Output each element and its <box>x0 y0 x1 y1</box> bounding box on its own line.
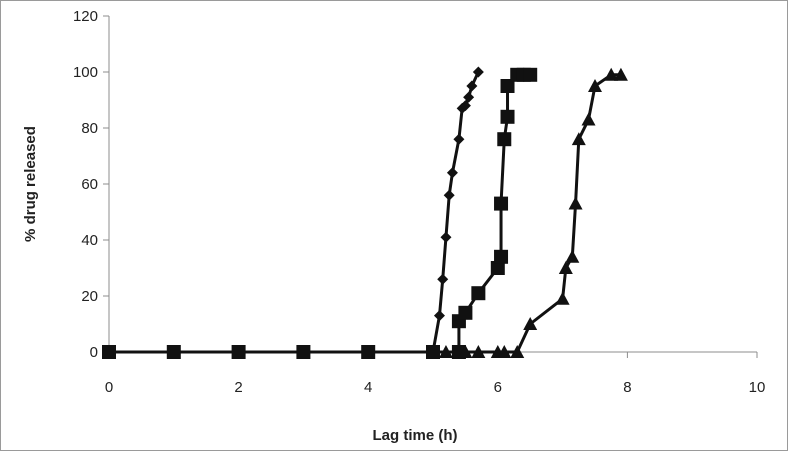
data-point-diamond <box>466 80 478 92</box>
data-point-diamond <box>453 133 465 145</box>
data-point-square <box>166 345 181 359</box>
data-point-diamond <box>437 273 449 285</box>
data-point-square <box>500 79 515 93</box>
data-point-triangle <box>604 67 619 81</box>
series-line-diamond <box>109 71 480 354</box>
data-point-square <box>494 249 509 264</box>
data-point-diamond <box>459 100 471 112</box>
labels: Lag time (h) % drug released <box>22 126 458 444</box>
y-axis-title: % drug released <box>22 126 39 242</box>
x-axis-title: Lag time (h) <box>373 427 458 444</box>
data-point-triangle <box>565 249 580 263</box>
data-point-triangle <box>613 67 628 81</box>
data-point-triangle <box>581 112 596 126</box>
data-point-square <box>426 345 440 359</box>
data-point-square <box>523 67 538 82</box>
y-tick-label: 20 <box>81 288 98 305</box>
data-point-square <box>490 261 505 275</box>
series-square <box>102 67 538 359</box>
x-tick-label: 6 <box>494 379 502 396</box>
y-tick-label: 80 <box>81 120 98 137</box>
data-point-triangle <box>571 132 586 146</box>
data-point-diamond <box>463 91 475 103</box>
y-tick-label: 40 <box>81 232 98 249</box>
data-point-diamond <box>446 167 458 179</box>
data-point-triangle <box>558 261 573 274</box>
x-tick-label: 8 <box>623 379 631 396</box>
data-point-square <box>458 305 473 320</box>
data-point-diamond <box>443 189 455 201</box>
series-triangle <box>438 67 628 358</box>
y-tick-label: 120 <box>73 8 98 25</box>
data-point-triangle <box>438 345 453 358</box>
data-point-square <box>497 132 512 147</box>
data-point-square <box>471 286 486 301</box>
y-tick-label: 60 <box>81 176 98 193</box>
data-point-square <box>361 345 376 359</box>
series-diamond <box>103 66 484 358</box>
series-line-triangle <box>445 73 621 354</box>
data-point-square <box>102 345 116 359</box>
x-tick-label: 2 <box>234 379 242 396</box>
data-point-triangle <box>588 79 602 92</box>
data-point-square <box>500 109 515 124</box>
data-point-triangle <box>568 196 583 210</box>
axes: 0 20 40 60 80 100 120 0 2 4 6 8 10 <box>73 8 765 396</box>
data-point-triangle <box>497 345 512 358</box>
data-point-square <box>296 345 311 359</box>
data-point-triangle <box>510 345 525 358</box>
data-point-diamond <box>472 66 484 78</box>
data-point-diamond <box>440 231 452 243</box>
x-tick-label: 10 <box>749 379 766 396</box>
data-point-triangle <box>458 345 473 358</box>
x-tick-label: 4 <box>364 379 372 396</box>
data-point-diamond <box>433 310 445 322</box>
data-point-square <box>231 345 246 359</box>
x-tick-label: 0 <box>105 379 113 396</box>
series-layer <box>102 66 628 359</box>
y-tick-label: 100 <box>73 64 98 81</box>
data-point-triangle <box>523 317 538 330</box>
data-point-square <box>494 196 509 211</box>
data-point-triangle <box>555 291 570 305</box>
data-point-triangle <box>471 345 486 358</box>
y-tick-label: 0 <box>90 344 98 361</box>
